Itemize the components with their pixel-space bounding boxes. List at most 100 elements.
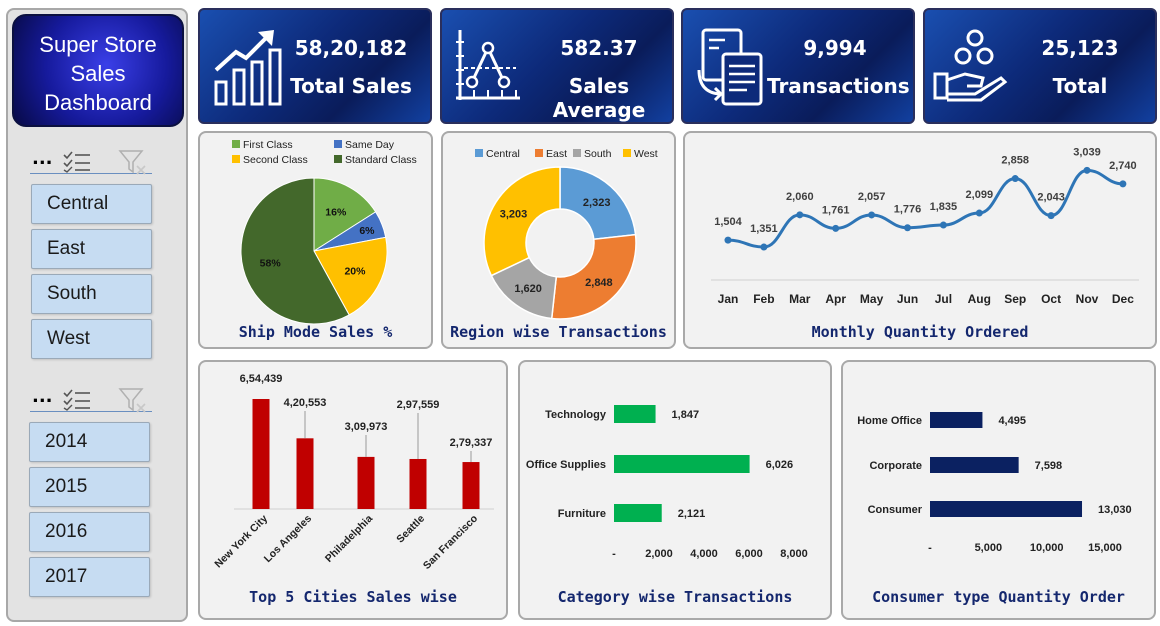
x-tick-label: Feb (753, 292, 774, 306)
data-point[interactable] (1119, 180, 1127, 188)
kpi-label: Transactions (767, 74, 910, 98)
x-tick-label: Jul (935, 292, 952, 306)
donut-segment[interactable] (483, 166, 561, 277)
pie-slice[interactable] (313, 177, 377, 252)
x-tick-label: Oct (1041, 292, 1061, 306)
ship-mode-pie-chart: First Class Same Day Second Class Standard … (232, 139, 417, 325)
series-line (727, 168, 1124, 249)
category-bar-chart: Technology 1,847 Office Supplies 6,026 Furni… (526, 405, 808, 560)
slicer-item-east[interactable]: East (31, 229, 152, 269)
x-tick-label: Sep (1004, 292, 1026, 306)
x-tick-label: 15,000 (1088, 542, 1122, 554)
data-point[interactable] (796, 211, 804, 219)
x-tick-label: 8,000 (780, 548, 808, 560)
slicer-item-2016[interactable]: 2016 (29, 512, 150, 552)
data-point[interactable] (724, 236, 732, 244)
ship-mode-panel: First Class Same Day Second Class Standard … (198, 131, 433, 349)
kpi-label: Sales Average (552, 74, 646, 122)
data-label: 6,54,439 (240, 373, 283, 385)
legend-label: Same Day (345, 139, 395, 151)
x-tick-label: New York City (212, 513, 270, 571)
consumer-panel: Home Office 4,495 Corporate 7,598 Consumer 13… (841, 360, 1156, 620)
donut-segment[interactable] (550, 233, 637, 320)
bar[interactable] (252, 399, 270, 509)
chart-title: Monthly Quantity Ordered (811, 323, 1029, 341)
kpi-value: 582.37 (560, 36, 638, 60)
data-label: 2,858 (1001, 155, 1029, 167)
pie-slice[interactable] (313, 236, 388, 316)
data-label: 3,039 (1073, 146, 1101, 158)
kpi-label: Total Sales (290, 74, 412, 98)
data-label: 4,20,553 (284, 397, 327, 409)
slicer-item-2014[interactable]: 2014 (29, 422, 150, 462)
y-tick-label: Home Office (857, 415, 922, 427)
y-tick-label: Furniture (558, 508, 606, 520)
kpi-card-total: 25,123 Total (923, 8, 1157, 124)
data-point[interactable] (760, 243, 768, 251)
chart-title: Region wise Transactions (450, 323, 667, 341)
chart-title: Consumer type Quantity Order (872, 588, 1125, 606)
bar[interactable] (357, 456, 375, 509)
bar[interactable] (409, 458, 427, 509)
clear-filter-icon[interactable] (118, 149, 148, 175)
slicer-item-west[interactable]: West (31, 319, 152, 359)
bar[interactable] (614, 504, 662, 522)
slicer-item-south[interactable]: South (31, 274, 152, 314)
slicer-more-button[interactable]: ... (32, 386, 53, 407)
pie-slice[interactable] (240, 177, 350, 325)
data-point[interactable] (975, 209, 983, 217)
legend-swatch (232, 155, 240, 163)
slicer-item-2017[interactable]: 2017 (29, 557, 150, 597)
multi-select-icon[interactable] (62, 387, 92, 411)
bar[interactable] (930, 457, 1019, 473)
bar[interactable] (462, 462, 480, 509)
bar[interactable] (930, 412, 983, 428)
x-tick-label: 6,000 (735, 548, 763, 560)
data-label: 3,09,973 (345, 421, 388, 433)
legend-swatch (623, 149, 631, 157)
slicer-item-central[interactable]: Central (31, 184, 152, 224)
data-point[interactable] (1047, 212, 1055, 220)
chart-title: Ship Mode Sales % (238, 323, 393, 341)
bar[interactable] (614, 455, 750, 473)
segment-label: 1,620 (514, 283, 542, 295)
data-point[interactable] (868, 211, 876, 219)
legend-swatch (232, 140, 240, 148)
legend-label: Standard Class (345, 154, 417, 166)
legend-label: South (584, 148, 612, 160)
data-point[interactable] (939, 221, 947, 229)
monthly-line-chart: 1,504 Jan 1,351 Feb 2,060 Mar 1,761 Apr 2,057 May… (711, 146, 1139, 306)
kpi-value: 9,994 (803, 36, 867, 60)
hand-coins-icon (933, 29, 1008, 102)
data-label: 1,847 (672, 409, 700, 421)
clear-filter-icon[interactable] (118, 387, 148, 413)
x-tick-label: Dec (1112, 292, 1134, 306)
sidebar: Super Store Sales Dashboard ... Central … (6, 8, 188, 622)
data-point[interactable] (1083, 166, 1091, 174)
legend-label: West (634, 148, 658, 160)
data-point[interactable] (1011, 175, 1019, 183)
bar[interactable] (614, 405, 656, 423)
legend-swatch (334, 140, 342, 148)
logo-line: Sales (70, 61, 126, 86)
kpi-label: Total (1052, 74, 1108, 98)
slicer-more-button[interactable]: ... (32, 148, 53, 169)
donut-segment[interactable] (559, 166, 637, 241)
legend-label: First Class (243, 139, 293, 151)
data-point[interactable] (832, 224, 840, 232)
segment-label: 2,848 (585, 277, 613, 289)
slice-label: 6% (359, 225, 375, 237)
data-label: 2,79,337 (450, 437, 493, 449)
data-label: 6,026 (766, 459, 794, 471)
bar[interactable] (296, 438, 314, 509)
data-point[interactable] (904, 224, 911, 232)
chart-title: Category wise Transactions (557, 588, 793, 606)
bar[interactable] (930, 501, 1083, 517)
data-label: 1,351 (750, 223, 778, 235)
multi-select-icon[interactable] (62, 149, 92, 173)
slicer-item-2015[interactable]: 2015 (29, 467, 150, 507)
x-tick-label: Philadelphia (323, 513, 375, 565)
data-label: 1,776 (894, 204, 922, 216)
x-tick-label: - (928, 542, 932, 554)
logo-line: Dashboard (44, 90, 152, 115)
